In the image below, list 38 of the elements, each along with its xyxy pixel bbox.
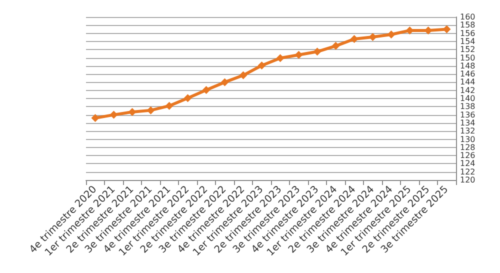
point bbox=[276, 54, 284, 62]
y-tick-label: 128 bbox=[460, 142, 476, 152]
y-tick-label: 138 bbox=[460, 102, 476, 112]
point bbox=[220, 78, 229, 86]
point bbox=[239, 71, 248, 80]
y-tick-label: 152 bbox=[460, 45, 476, 54]
y-tick-label: 160 bbox=[460, 12, 476, 22]
y-tick-label: 158 bbox=[460, 20, 476, 30]
y-tick-label: 134 bbox=[460, 118, 476, 128]
y-tick-label: 154 bbox=[460, 36, 476, 46]
y-tick-label: 144 bbox=[460, 78, 476, 87]
point bbox=[294, 50, 303, 59]
y-tick-label: 126 bbox=[460, 151, 476, 160]
y-tick-label: 150 bbox=[460, 53, 476, 62]
point bbox=[184, 94, 192, 102]
point bbox=[146, 106, 155, 114]
point bbox=[128, 108, 136, 116]
point bbox=[165, 102, 174, 110]
y-tick-label: 130 bbox=[460, 134, 476, 144]
y-tick-label: 146 bbox=[460, 70, 476, 79]
y-tick-label: 136 bbox=[460, 110, 476, 120]
point bbox=[313, 48, 322, 56]
point bbox=[258, 61, 266, 70]
y-tick-label: 124 bbox=[460, 159, 476, 168]
y-tick-label: 148 bbox=[460, 61, 476, 70]
point bbox=[202, 86, 210, 94]
point bbox=[332, 42, 340, 50]
y-tick-label: 140 bbox=[460, 94, 476, 103]
point bbox=[350, 35, 358, 44]
point bbox=[91, 114, 100, 122]
y-tick-label: 142 bbox=[460, 86, 476, 95]
y-tick-label: 122 bbox=[460, 167, 476, 176]
point bbox=[387, 30, 396, 39]
point bbox=[368, 32, 377, 41]
y-tick-label: 120 bbox=[460, 176, 476, 184]
y-tick-label: 156 bbox=[460, 28, 476, 38]
point bbox=[110, 110, 118, 119]
y-tick-label: 132 bbox=[460, 126, 476, 136]
